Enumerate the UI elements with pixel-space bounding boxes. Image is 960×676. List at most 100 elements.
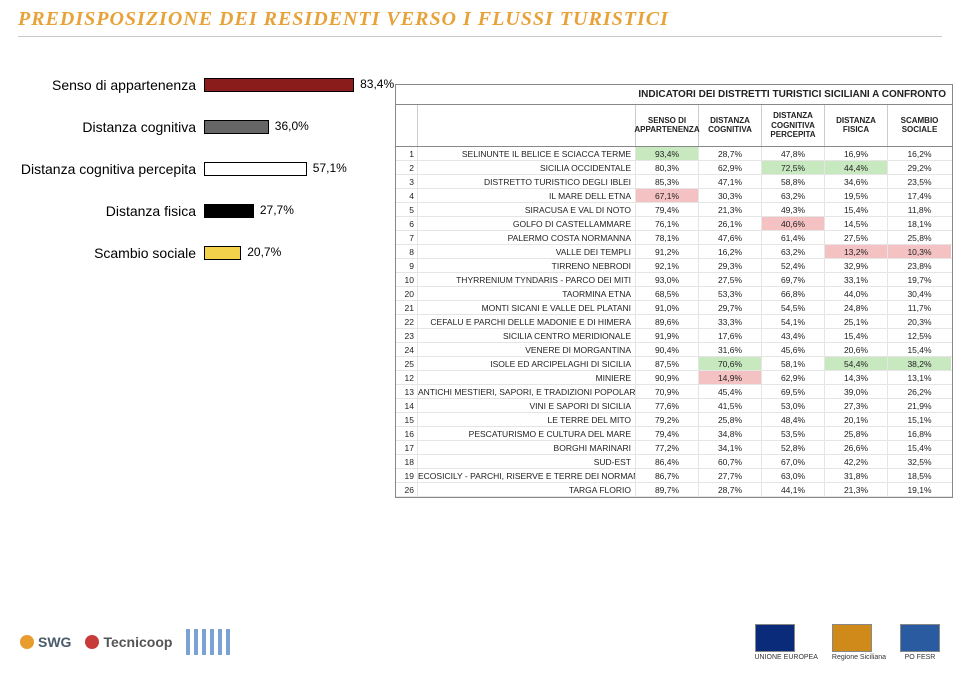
row-value: 32,9% xyxy=(825,259,888,272)
row-value: 21,3% xyxy=(825,483,888,496)
footer-logo: SWG xyxy=(20,634,71,650)
flag-label: PO FESR xyxy=(900,654,940,661)
logo-dot xyxy=(85,635,99,649)
row-name: Siracusa e Val di Noto xyxy=(418,203,636,216)
row-value: 20,3% xyxy=(888,315,951,328)
row-name: Thyrrenium Tyndaris - Parco dei Miti xyxy=(418,273,636,286)
row-value: 19,7% xyxy=(888,273,951,286)
row-value: 26,1% xyxy=(699,217,762,230)
bar-fill xyxy=(204,120,269,134)
row-value: 25,8% xyxy=(888,231,951,244)
row-number: 7 xyxy=(396,231,418,244)
bar-value: 83,4% xyxy=(360,77,394,91)
page-title: PREDISPOSIZIONE DEI RESIDENTI VERSO I FL… xyxy=(18,8,669,31)
table-column-header: DISTANZA FISICA xyxy=(825,105,888,146)
row-value: 17,6% xyxy=(699,329,762,342)
row-value: 47,1% xyxy=(699,175,762,188)
row-value: 60,7% xyxy=(699,455,762,468)
row-value: 16,2% xyxy=(888,147,951,160)
row-value: 62,9% xyxy=(762,371,825,384)
row-value: 93,4% xyxy=(636,147,699,160)
row-value: 91,2% xyxy=(636,245,699,258)
footer-institution-logo: PO FESR xyxy=(900,624,940,661)
row-value: 13,1% xyxy=(888,371,951,384)
table-row: 16Pescaturismo e Cultura del Mare79,4%34… xyxy=(396,427,952,441)
row-value: 38,2% xyxy=(888,357,951,370)
row-number: 13 xyxy=(396,385,418,398)
row-value: 12,5% xyxy=(888,329,951,342)
row-value: 21,9% xyxy=(888,399,951,412)
row-name: Targa Florio xyxy=(418,483,636,496)
row-value: 25,8% xyxy=(699,413,762,426)
table-column-header xyxy=(418,105,636,146)
bar-fill xyxy=(204,246,241,260)
table-row: 18Sud-Est86,4%60,7%67,0%42,2%32,5% xyxy=(396,455,952,469)
table-row: 6Golfo di Castellammare76,1%26,1%40,6%14… xyxy=(396,217,952,231)
flag-icon xyxy=(900,624,940,652)
indicators-table: INDICATORI DEI DISTRETTI TURISTICI SICIL… xyxy=(395,84,953,498)
row-value: 78,1% xyxy=(636,231,699,244)
row-value: 58,8% xyxy=(762,175,825,188)
row-value: 77,2% xyxy=(636,441,699,454)
bar-track: 83,4% xyxy=(204,78,404,92)
bar-label: Senso di appartenenza xyxy=(0,77,204,93)
row-name: Valle dei Templi xyxy=(418,245,636,258)
table-row: 9Tirreno Nebrodi92,1%29,3%52,4%32,9%23,8… xyxy=(396,259,952,273)
table-row: 14Vini e Sapori di Sicilia77,6%41,5%53,0… xyxy=(396,399,952,413)
row-name: Sicilia Occidentale xyxy=(418,161,636,174)
bar-row: Distanza cognitiva percepita57,1% xyxy=(0,148,410,190)
row-value: 26,2% xyxy=(888,385,951,398)
row-number: 24 xyxy=(396,343,418,356)
bar-value: 36,0% xyxy=(275,119,309,133)
bar-fill xyxy=(204,78,354,92)
row-value: 86,7% xyxy=(636,469,699,482)
row-value: 85,3% xyxy=(636,175,699,188)
row-number: 18 xyxy=(396,455,418,468)
row-name: Taormina Etna xyxy=(418,287,636,300)
row-number: 19 xyxy=(396,469,418,482)
row-value: 10,3% xyxy=(888,245,951,258)
row-value: 18,1% xyxy=(888,217,951,230)
row-value: 27,5% xyxy=(699,273,762,286)
bar-row: Scambio sociale20,7% xyxy=(0,232,410,274)
row-value: 15,4% xyxy=(825,203,888,216)
row-value: 47,8% xyxy=(762,147,825,160)
row-value: 39,0% xyxy=(825,385,888,398)
row-value: 27,5% xyxy=(825,231,888,244)
row-value: 69,7% xyxy=(762,273,825,286)
bar-track: 20,7% xyxy=(204,246,404,260)
table-row: 7Palermo Costa Normanna78,1%47,6%61,4%27… xyxy=(396,231,952,245)
bar-row: Distanza cognitiva36,0% xyxy=(0,106,410,148)
row-value: 18,5% xyxy=(888,469,951,482)
row-value: 44,4% xyxy=(825,161,888,174)
table-row: 26Targa Florio89,7%28,7%44,1%21,3%19,1% xyxy=(396,483,952,497)
row-name: Pescaturismo e Cultura del Mare xyxy=(418,427,636,440)
row-value: 93,0% xyxy=(636,273,699,286)
table-row: 15Le Terre del Mito79,2%25,8%48,4%20,1%1… xyxy=(396,413,952,427)
row-value: 80,3% xyxy=(636,161,699,174)
flag-label: UNIONE EUROPEA xyxy=(755,654,818,661)
row-value: 34,1% xyxy=(699,441,762,454)
flag-icon xyxy=(755,624,795,652)
row-value: 14,3% xyxy=(825,371,888,384)
row-value: 79,4% xyxy=(636,427,699,440)
row-value: 17,4% xyxy=(888,189,951,202)
table-row: 4Il Mare dell Etna67,1%30,3%63,2%19,5%17… xyxy=(396,189,952,203)
row-value: 67,1% xyxy=(636,189,699,202)
row-value: 62,9% xyxy=(699,161,762,174)
bar-track: 27,7% xyxy=(204,204,404,218)
logo-text: SWG xyxy=(38,634,71,650)
row-value: 16,9% xyxy=(825,147,888,160)
row-value: 19,1% xyxy=(888,483,951,496)
row-value: 32,5% xyxy=(888,455,951,468)
table-row: 25Isole ed Arcipelaghi di Sicilia87,5%70… xyxy=(396,357,952,371)
row-value: 54,4% xyxy=(825,357,888,370)
footer: SWGTecnicoop UNIONE EUROPEARegione Sicil… xyxy=(0,618,960,666)
row-name: Palermo Costa Normanna xyxy=(418,231,636,244)
table-column-header: SCAMBIO SOCIALE xyxy=(888,105,951,146)
row-value: 79,4% xyxy=(636,203,699,216)
row-value: 27,3% xyxy=(825,399,888,412)
row-name: Il Mare dell Etna xyxy=(418,189,636,202)
row-value: 16,8% xyxy=(888,427,951,440)
table-column-header xyxy=(396,105,418,146)
